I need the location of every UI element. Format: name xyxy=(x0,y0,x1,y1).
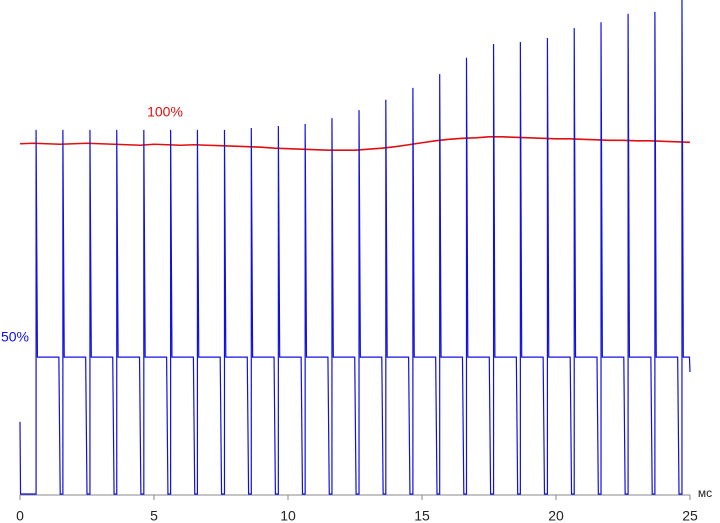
x-tick-label: 0 xyxy=(16,508,24,523)
x-tick-label: 15 xyxy=(414,508,430,523)
series-line xyxy=(19,0,691,495)
x-tick-label: 10 xyxy=(280,508,296,523)
series-label: 50% xyxy=(1,329,29,345)
x-tick-label: 25 xyxy=(682,508,698,523)
series-line xyxy=(19,136,691,151)
x-axis-label: мс xyxy=(698,486,712,500)
x-tick-label: 5 xyxy=(150,508,158,523)
series-label: 100% xyxy=(147,104,183,120)
x-tick-label: 20 xyxy=(548,508,564,523)
